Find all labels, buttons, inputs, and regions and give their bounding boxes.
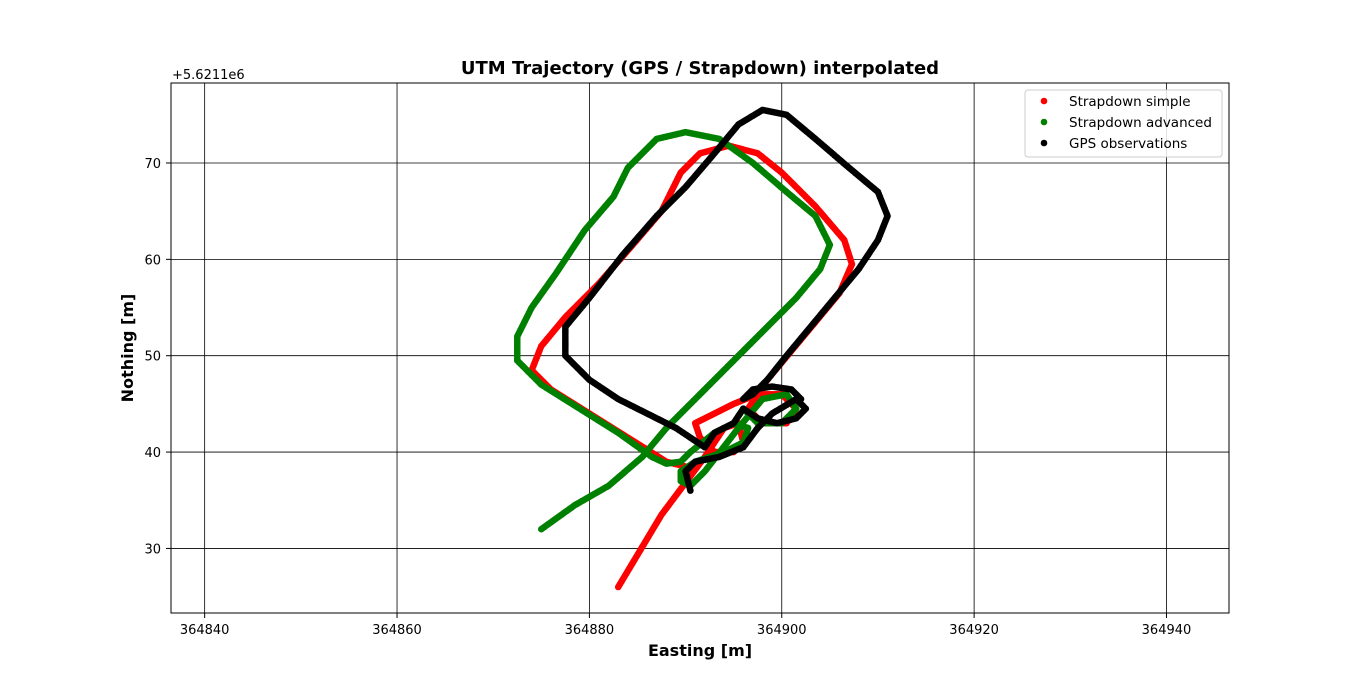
y-tick-label: 40 xyxy=(144,446,161,461)
x-tick-label: 364920 xyxy=(949,623,999,638)
legend-label: Strapdown advanced xyxy=(1069,115,1212,131)
plot-area: 364840 364860 364880 364900 364920 364940 30 40… xyxy=(144,82,1230,638)
axes-frame xyxy=(170,82,1230,614)
x-tick-label: 364880 xyxy=(565,623,615,638)
x-tick-label: 364860 xyxy=(372,623,422,638)
x-axis-label: Easting [m] xyxy=(648,641,752,660)
series-3 xyxy=(562,106,891,494)
legend-marker xyxy=(1040,118,1048,126)
y-tick-label: 30 xyxy=(144,542,161,557)
legend-marker xyxy=(1040,97,1048,105)
legend-label: Strapdown simple xyxy=(1069,94,1191,110)
y-axis-label: Nothing [m] xyxy=(118,294,137,403)
chart-title: UTM Trajectory (GPS / Strapdown) interpo… xyxy=(461,58,939,79)
data-point xyxy=(797,395,805,403)
legend-box xyxy=(1024,89,1223,158)
legend: Strapdown simple Strapdown advanced GPS ob… xyxy=(1024,89,1223,158)
x-tick-label: 364940 xyxy=(1142,623,1192,638)
y-tick-label: 60 xyxy=(144,253,161,268)
y-tick-label: 70 xyxy=(144,157,161,172)
x-tick-label: 364840 xyxy=(180,623,230,638)
x-tick-label: 364900 xyxy=(757,623,807,638)
y-tick-label: 50 xyxy=(144,350,161,365)
legend-marker xyxy=(1040,139,1048,147)
legend-label: GPS observations xyxy=(1069,136,1187,152)
y-offset-label: +5.6211e6 xyxy=(172,68,245,83)
